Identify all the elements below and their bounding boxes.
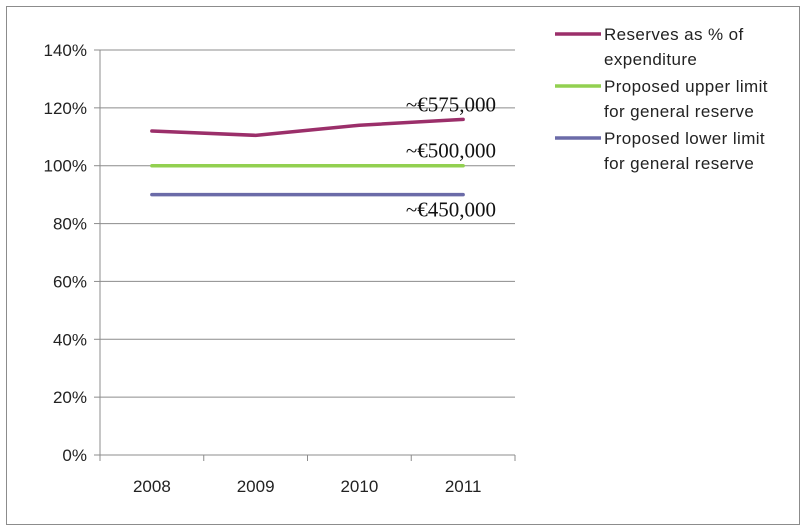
value-annotation: ~€500,000 xyxy=(406,139,496,163)
legend-label: for general reserve xyxy=(604,154,754,173)
y-tick-label: 100% xyxy=(44,157,87,176)
series-lines xyxy=(150,117,465,197)
line-chart: 0% 20% 40% 60% 80% 100% 120% 140% 2008 2009 2010 20… xyxy=(44,25,768,496)
legend-label: expenditure xyxy=(604,50,697,69)
series-line xyxy=(150,117,465,138)
value-annotation: ~€450,000 xyxy=(406,198,496,222)
y-tick-label: 0% xyxy=(62,446,87,465)
x-tick-label: 2008 xyxy=(133,477,171,496)
chart-frame: 0% 20% 40% 60% 80% 100% 120% 140% 2008 2009 2010 20… xyxy=(6,6,800,525)
annotations: ~€575,000 ~€500,000 ~€450,000 xyxy=(406,92,496,221)
x-tick-label: 2009 xyxy=(237,477,275,496)
y-tick-label: 120% xyxy=(44,99,87,118)
x-tick-label: 2010 xyxy=(340,477,378,496)
legend-label: Proposed lower limit xyxy=(604,129,765,148)
y-tick-label: 80% xyxy=(53,215,87,234)
legend-label: Reserves as % of xyxy=(604,25,744,44)
y-tick-label: 20% xyxy=(53,388,87,407)
legend-label: for general reserve xyxy=(604,102,754,121)
y-tick-label: 40% xyxy=(53,330,87,349)
legend: Reserves as % of expenditure Proposed uppe… xyxy=(555,25,768,173)
x-tick-label: 2011 xyxy=(445,477,482,496)
y-tick-label: 60% xyxy=(53,272,87,291)
value-annotation: ~€575,000 xyxy=(406,92,496,116)
y-tick-label: 140% xyxy=(44,41,87,60)
legend-label: Proposed upper limit xyxy=(604,77,768,96)
axes: 0% 20% 40% 60% 80% 100% 120% 140% 2008 2009 2010 20… xyxy=(44,41,516,496)
